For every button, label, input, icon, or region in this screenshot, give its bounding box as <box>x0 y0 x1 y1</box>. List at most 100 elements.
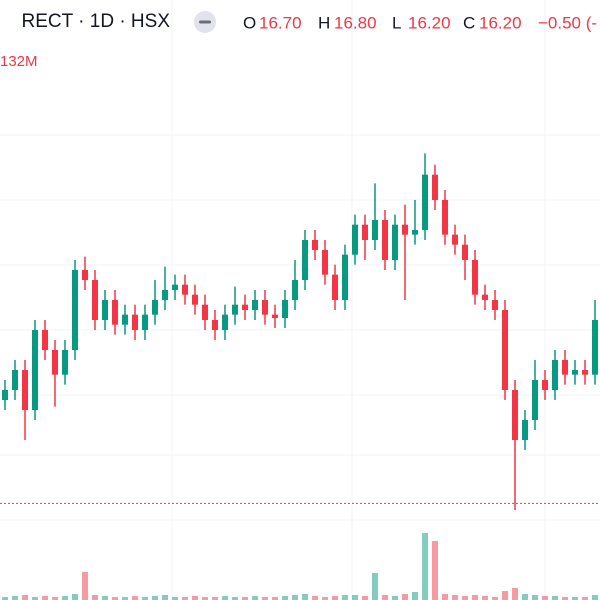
candle-body <box>332 274 338 300</box>
volume-bar <box>322 597 328 600</box>
candle-body <box>562 360 568 375</box>
candle-body <box>432 174 438 200</box>
candle-body <box>392 224 398 260</box>
volume-bar <box>22 595 28 600</box>
volume-bar <box>592 595 598 600</box>
candle-body <box>352 224 358 255</box>
candle-body <box>92 280 98 320</box>
volume-bar <box>342 595 348 600</box>
volume-bar <box>512 588 518 600</box>
candle-body <box>192 294 198 305</box>
candle-body <box>72 270 78 350</box>
volume-bar <box>132 596 138 600</box>
volume-bar <box>382 595 388 600</box>
volume-bar <box>92 595 98 600</box>
ohlc-key: O <box>243 13 256 32</box>
candle-body <box>542 380 548 390</box>
candle-body <box>492 300 498 310</box>
volume-bar <box>572 597 578 600</box>
candle-body <box>292 280 298 300</box>
volume-bar <box>102 596 108 600</box>
candle-body <box>182 284 188 295</box>
volume-bar <box>402 594 408 600</box>
candle-body <box>132 314 138 330</box>
candle-body <box>412 230 418 235</box>
candle-body <box>342 254 348 300</box>
volume-bar <box>522 594 528 600</box>
candle-body <box>472 260 478 295</box>
candle-body <box>202 304 208 320</box>
candle-body <box>482 294 488 300</box>
candle-body <box>12 370 18 390</box>
volume-bar <box>482 596 488 600</box>
volume-bar <box>82 572 88 600</box>
candle-body <box>2 390 8 400</box>
candle-body <box>532 380 538 420</box>
candles <box>0 153 600 600</box>
symbol: RECT · 1D · HSX <box>21 11 170 32</box>
candle-body <box>382 220 388 260</box>
volume-bar <box>162 595 168 600</box>
volume-bar <box>532 595 538 600</box>
candle-body <box>572 370 578 375</box>
volume-bar <box>232 597 238 600</box>
change: −0.50 (- <box>538 13 597 32</box>
candle-body <box>462 244 468 260</box>
ohlc-key: H <box>318 13 330 32</box>
candle-body <box>372 220 378 240</box>
candle-body <box>212 320 218 330</box>
candle-body <box>592 320 598 375</box>
volume-bar <box>432 541 438 600</box>
candle-body <box>362 224 368 240</box>
volume-bar <box>332 596 338 600</box>
volume-bar <box>412 592 418 600</box>
candle-body <box>222 314 228 330</box>
volume-bar <box>152 596 158 600</box>
volume-bar <box>582 597 588 600</box>
volume-bar <box>542 596 548 600</box>
candle-body <box>582 370 588 375</box>
candle-body <box>512 390 518 440</box>
volume-bar <box>42 596 48 600</box>
candle-body <box>552 360 558 390</box>
volume-bar <box>2 597 8 600</box>
volume-bar <box>262 597 268 600</box>
candle-body <box>322 250 328 275</box>
volume-bar <box>52 597 58 600</box>
candle-body <box>302 240 308 280</box>
candle-body <box>242 304 248 310</box>
volume-bar <box>552 596 558 600</box>
volume-bar <box>12 596 18 600</box>
volume-bar <box>312 596 318 600</box>
volume-bar <box>202 597 208 600</box>
ohlc-key: C <box>463 13 475 32</box>
volume-bar <box>172 597 178 600</box>
candle-body <box>422 174 428 230</box>
candle-body <box>82 270 88 280</box>
volume-bar <box>492 597 498 600</box>
volume-bar <box>472 595 478 600</box>
candle-body <box>122 314 128 325</box>
volume-label: 132M <box>0 53 38 70</box>
candle-body <box>142 314 148 330</box>
volume-bar <box>182 597 188 600</box>
ohlc-value: 16.20 <box>479 13 522 32</box>
volume-bar <box>392 596 398 600</box>
volume-bar <box>422 533 428 600</box>
volume-bar <box>112 597 118 600</box>
volume-bar <box>222 596 228 600</box>
candle-body <box>272 314 278 318</box>
volume-bar <box>252 596 258 600</box>
ohlc-key: L <box>392 13 401 32</box>
candle-body <box>232 304 238 315</box>
candle-body <box>522 420 528 440</box>
candle-body <box>62 350 68 375</box>
volume-bar <box>352 595 358 600</box>
candle-body <box>42 330 48 350</box>
ohlc-legend: O 16.70 H 16.80 L 16.20 C 16.20 <box>243 13 522 32</box>
candle-body <box>102 300 108 320</box>
volume-bar <box>442 594 448 600</box>
candle-body <box>452 234 458 245</box>
volume-bar <box>282 596 288 600</box>
